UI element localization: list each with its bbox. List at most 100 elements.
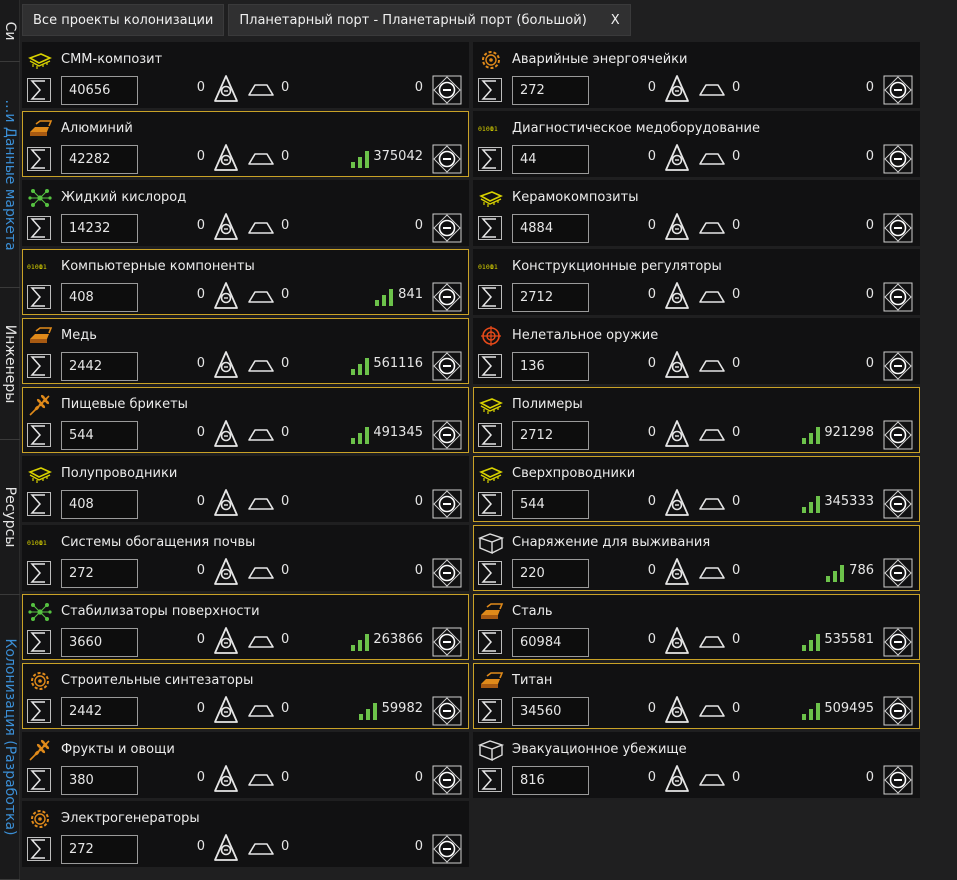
quantity-field[interactable]: 544 [512,490,589,519]
side-tab-3[interactable]: Ресурсы [0,440,20,595]
remove-button[interactable] [883,282,913,312]
quantity-field[interactable]: 2712 [512,421,589,450]
svg-text:0101: 0101 [27,263,43,271]
quantity-field[interactable]: 40656 [61,76,138,105]
sigma-icon [478,285,502,309]
provided-count: 0 [647,218,656,233]
quantity-field[interactable]: 272 [61,559,138,588]
molecule-icon [27,187,53,209]
cargo-icon [698,82,726,96]
sigma-icon [27,423,51,447]
provided-count: 0 [647,425,656,440]
planetary-port-label: Планетарный порт - Планетарный порт (бол… [239,12,587,28]
quantity-field[interactable]: 136 [512,352,589,381]
sigma-icon [478,768,502,792]
remove-button[interactable] [883,696,913,726]
quantity-field[interactable]: 14232 [61,214,138,243]
quantity-field[interactable]: 34560 [512,697,589,726]
quantity-field[interactable]: 408 [61,490,138,519]
remove-button[interactable] [883,489,913,519]
carrier-icon [213,626,239,656]
quantity-field[interactable]: 3660 [61,628,138,657]
quantity-field[interactable]: 272 [61,835,138,864]
quantity-field[interactable]: 44 [512,145,589,174]
cargo-count: 0 [281,425,290,440]
planetary-port-tab[interactable]: Планетарный порт - Планетарный порт (бол… [228,4,631,36]
remove-button[interactable] [432,558,462,588]
side-tab-label: Ресурсы [2,486,18,548]
cargo-count: 0 [281,839,290,854]
carrier-icon [664,488,690,518]
market-bars-icon [350,150,370,168]
quantity-field[interactable]: 60984 [512,628,589,657]
remove-button[interactable] [883,558,913,588]
carrier-icon [664,695,690,725]
market-stock: 345333 [824,494,874,509]
carrier-icon [213,488,239,518]
quantity-field[interactable]: 272 [512,76,589,105]
carrier-icon [213,557,239,587]
remove-button[interactable] [883,75,913,105]
side-tab-0[interactable]: Си [0,0,20,62]
remove-button[interactable] [432,696,462,726]
remove-button[interactable] [432,765,462,795]
remove-button[interactable] [432,351,462,381]
remove-button[interactable] [432,213,462,243]
cargo-icon [247,772,275,786]
resource-card: СММ-композит 40656 0 0 0 [22,42,469,108]
provided-count: 0 [196,563,205,578]
market-stock: 0 [414,494,423,509]
side-tab-4[interactable]: Колонизация (Разработка) [0,595,20,880]
remove-button[interactable] [432,627,462,657]
remove-button[interactable] [883,627,913,657]
cargo-count: 0 [281,563,290,578]
remove-button[interactable] [432,144,462,174]
remove-button[interactable] [432,489,462,519]
provided-count: 0 [647,80,656,95]
binary-icon: 0101 01 [27,256,53,278]
carrier-icon [664,419,690,449]
quantity-field[interactable]: 816 [512,766,589,795]
remove-button[interactable] [883,765,913,795]
remove-button[interactable] [883,213,913,243]
carrier-icon [213,833,239,863]
resource-name: Эвакуационное убежище [512,742,687,757]
quantity-field[interactable]: 4884 [512,214,589,243]
all-projects-button[interactable]: Все проекты колонизации [22,4,225,36]
resource-card: 0101 01 Диагностическое медоборудование 4… [473,111,920,177]
quantity-field[interactable]: 2442 [61,352,138,381]
svg-text:01: 01 [39,263,47,271]
quantity-field[interactable]: 2442 [61,697,138,726]
quantity-field[interactable]: 42282 [61,145,138,174]
carrier-icon [664,143,690,173]
close-tab-button[interactable]: X [610,12,620,28]
quantity-field[interactable]: 380 [61,766,138,795]
remove-button[interactable] [432,75,462,105]
market-stock: 0 [414,563,423,578]
cargo-count: 0 [281,770,290,785]
provided-count: 0 [196,218,205,233]
side-tab-2[interactable]: Инженеры [0,288,20,440]
quantity-field[interactable]: 220 [512,559,589,588]
quantity-field[interactable]: 2712 [512,283,589,312]
cargo-icon [247,565,275,579]
remove-button[interactable] [883,420,913,450]
cargo-icon [698,151,726,165]
resource-name: Диагностическое медоборудование [512,121,760,136]
quantity-field[interactable]: 408 [61,283,138,312]
quantity-field[interactable]: 544 [61,421,138,450]
resource-grid: СММ-композит 40656 0 0 0 Аварийные энерг… [22,42,920,867]
remove-button[interactable] [432,420,462,450]
side-tab-label: Колонизация (Разработка) [2,638,18,836]
resource-card: Эвакуационное убежище 816 0 0 0 [473,732,920,798]
gear-icon [27,670,53,692]
remove-button[interactable] [432,282,462,312]
remove-button[interactable] [883,144,913,174]
remove-button[interactable] [432,834,462,864]
market-stock: 375042 [373,149,423,164]
remove-button[interactable] [883,351,913,381]
side-tab-1[interactable]: …и Данные маркета [0,62,20,288]
sigma-icon [27,837,51,861]
side-tab-strip: Си …и Данные маркета Инженеры Ресурсы Колони… [0,0,20,880]
sigma-icon [27,354,51,378]
